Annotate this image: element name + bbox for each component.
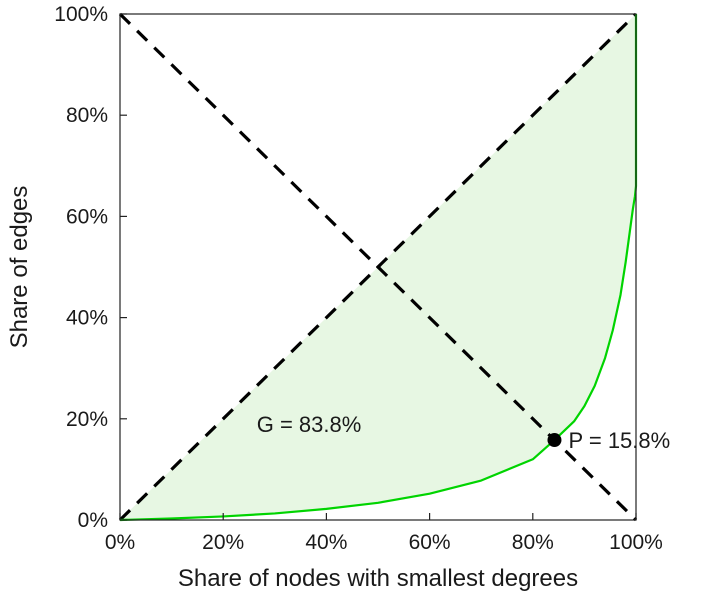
x-tick-label: 20% xyxy=(202,531,244,554)
plot-border xyxy=(119,13,637,521)
x-axis-label: Share of nodes with smallest degrees xyxy=(178,565,578,592)
x-tick-label: 0% xyxy=(105,531,135,554)
y-tick-label: 20% xyxy=(66,408,108,431)
gini-annotation: G = 83.8% xyxy=(257,412,362,437)
y-tick-label: 100% xyxy=(54,3,108,26)
x-tick-label: 100% xyxy=(609,531,663,554)
p-annotation: P = 15.8% xyxy=(568,428,670,453)
y-tick-label: 60% xyxy=(66,205,108,228)
x-tick-label: 60% xyxy=(409,531,451,554)
x-tick-label: 40% xyxy=(305,531,347,554)
y-axis-label: Share of edges xyxy=(6,186,33,349)
x-tick-label: 80% xyxy=(512,531,554,554)
y-tick-label: 0% xyxy=(78,509,108,532)
lorenz-curve-line xyxy=(119,14,638,522)
y-tick-label: 40% xyxy=(66,307,108,330)
intersection-point xyxy=(547,433,562,448)
y-tick-label: 80% xyxy=(66,104,108,127)
plot-layer: 0% 20% 40% 60% 80% 100% 0% 20% 40% 60% 80% 100% G = … xyxy=(54,3,670,554)
